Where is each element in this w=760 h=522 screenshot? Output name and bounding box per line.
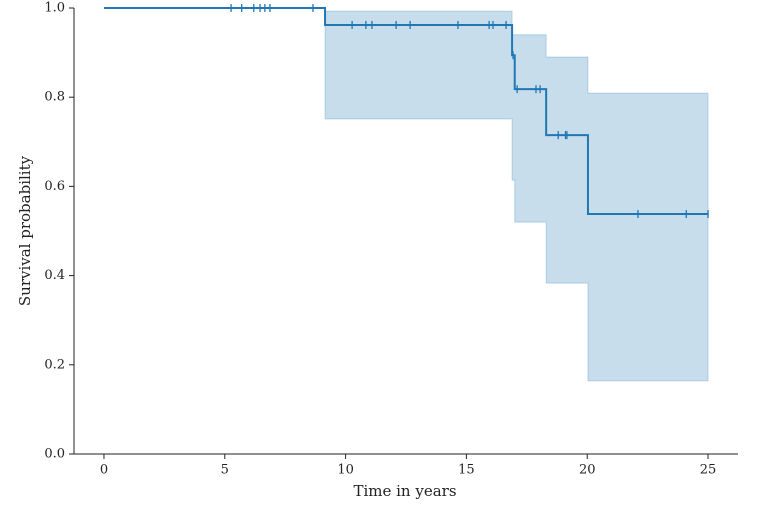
- y-tick-label: 1.0: [44, 1, 65, 16]
- confidence-band: [103, 7, 709, 382]
- x-tick-label: 20: [579, 463, 596, 478]
- y-tick-label: 0.8: [44, 90, 65, 105]
- x-tick-label: 5: [221, 463, 229, 478]
- x-tick-label: 25: [700, 463, 717, 478]
- y-tick-label: 0.4: [44, 268, 65, 283]
- x-tick-label: 15: [458, 463, 475, 478]
- x-axis-label: Time in years: [353, 482, 456, 500]
- x-tick-label: 0: [100, 463, 108, 478]
- survival-line: [103, 7, 709, 216]
- y-tick-label: 0.2: [44, 357, 65, 372]
- y-tick-label: 0.0: [44, 447, 65, 462]
- x-tick-label: 10: [337, 463, 354, 478]
- y-tick-label: 0.6: [44, 179, 65, 194]
- y-axis-label: Survival probability: [16, 155, 34, 306]
